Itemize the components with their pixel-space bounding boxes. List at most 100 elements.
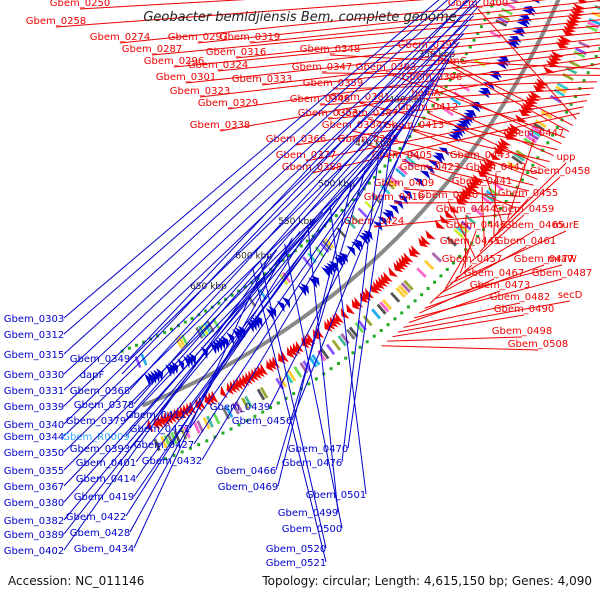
guide-dot: [551, 133, 555, 137]
reverse-gene-label: Gbem_0349: [70, 354, 130, 365]
forward-gene-mark: [304, 334, 313, 347]
guide-dot: [127, 346, 131, 350]
category-mark-outer: [458, 223, 470, 234]
forward-gene-leader: [479, 160, 504, 226]
forward-gene-mark: [505, 128, 518, 137]
reverse-gene-leader: [63, 147, 386, 471]
forward-gene-mark: [370, 283, 380, 294]
reverse-gene-label: Gbem_0382: [4, 516, 64, 527]
forward-gene-leader: [332, 81, 598, 90]
forward-gene-label: Gbem_0316: [206, 47, 266, 58]
forward-gene-mark: [156, 415, 164, 429]
reverse-gene-label: Gbem_0434: [74, 544, 134, 555]
forward-gene-label: Gbem_0487: [532, 268, 592, 279]
forward-gene-mark: [558, 35, 572, 43]
guide-dot: [476, 234, 480, 238]
forward-gene-label: Gbem_0412: [398, 102, 458, 113]
reverse-gene-label: Gbem_0402: [4, 546, 64, 557]
reverse-gene-label: Gbem_0499: [278, 508, 338, 519]
forward-gene-leader: [477, 8, 577, 120]
forward-gene-label: Gbem_0413: [384, 120, 444, 131]
guide-dot: [344, 356, 348, 360]
guide-dot: [515, 185, 519, 189]
forward-gene-leader: [351, 130, 542, 174]
page-title: Geobacter bemidjiensis Bem, complete gen…: [143, 10, 457, 25]
category-mark-outer: [382, 299, 393, 310]
forward-gene-mark: [398, 257, 409, 268]
forward-gene-label: Gbem_0498: [492, 326, 552, 337]
forward-gene-label: Gbem_0347: [292, 62, 352, 73]
reverse-gene-label: Gbem_0355: [4, 466, 64, 477]
reverse-gene-mark: [457, 120, 470, 129]
category-mark-outer: [225, 405, 234, 418]
guide-dot: [582, 79, 586, 83]
reverse-gene-leader: [347, 140, 392, 449]
forward-gene-label: Gbem_0301: [156, 72, 216, 83]
category-mark-outer: [540, 110, 553, 119]
forward-gene-label: Gbem_0377: [276, 150, 336, 161]
guide-dot: [336, 361, 340, 365]
category-mark-inner: [324, 237, 335, 249]
forward-gene-label: Gbem_0440: [418, 190, 478, 201]
forward-gene-leader: [393, 201, 521, 204]
forward-gene-mark: [220, 385, 228, 399]
reverse-gene-mark: [393, 199, 404, 210]
reverse-gene-label: Gbem_0380: [4, 498, 64, 509]
guide-dot: [204, 309, 208, 313]
category-mark-inner: [495, 19, 508, 27]
guide-dot: [230, 293, 234, 297]
reverse-gene-leader: [329, 205, 367, 495]
category-mark-outer: [472, 206, 484, 217]
guide-dot: [237, 423, 241, 427]
category-mark-inner: [357, 207, 368, 218]
guide-dot: [383, 164, 387, 168]
forward-gene-mark: [396, 259, 406, 270]
forward-gene-label: Gbem_0359: [303, 78, 363, 89]
forward-gene-mark: [245, 372, 253, 385]
reverse-gene-mark: [419, 170, 431, 180]
forward-gene-label: Gbem_0477: [514, 254, 574, 265]
forward-gene-label: Gbem_0467: [464, 268, 524, 279]
category-mark-outer: [173, 430, 181, 443]
reverse-gene-label: Gbem_0331: [4, 386, 64, 397]
category-mark-inner: [203, 322, 212, 335]
category-mark-outer: [556, 82, 569, 91]
forward-gene-label: Gbem_0329: [198, 98, 258, 109]
category-mark-outer: [311, 354, 321, 366]
reverse-gene-mark: [276, 300, 285, 313]
category-mark-inner: [175, 337, 183, 350]
forward-gene-label: Gbem_0396: [402, 72, 462, 83]
reverse-gene-leader: [135, 162, 373, 479]
category-mark-outer: [531, 125, 543, 135]
guide-dot: [134, 343, 138, 347]
guide-dot: [205, 439, 209, 443]
guide-dot: [435, 97, 439, 101]
guide-dot: [439, 274, 443, 278]
category-mark-outer: [511, 155, 523, 165]
forward-gene-label: Gbem_0465: [504, 220, 564, 231]
reverse-gene-label: Gbem_0378: [74, 400, 134, 411]
category-mark-outer: [535, 119, 547, 129]
guide-dot: [536, 156, 540, 160]
forward-gene-mark: [287, 346, 295, 359]
forward-gene-mark: [536, 78, 549, 86]
forward-gene-mark: [434, 219, 446, 230]
guide-dot: [406, 305, 410, 309]
guide-dot: [365, 340, 369, 344]
reverse-gene-leader: [63, 249, 278, 551]
reverse-gene-leader: [291, 100, 423, 421]
reverse-gene-mark: [377, 216, 388, 227]
forward-gene-label: Gbem_0409: [374, 178, 434, 189]
forward-gene-leader: [151, 12, 600, 56]
reverse-gene-mark: [427, 160, 439, 170]
category-mark-inner: [350, 214, 361, 225]
guide-dot: [305, 239, 309, 243]
forward-gene-label: murE: [553, 220, 580, 231]
category-mark-outer: [241, 397, 250, 410]
forward-gene-leader: [479, 198, 529, 253]
category-mark-outer: [395, 287, 406, 298]
reverse-gene-leader: [260, 261, 327, 549]
forward-gene-leader: [451, 66, 570, 132]
reverse-gene-leader: [63, 15, 474, 407]
category-mark-outer: [244, 395, 253, 408]
